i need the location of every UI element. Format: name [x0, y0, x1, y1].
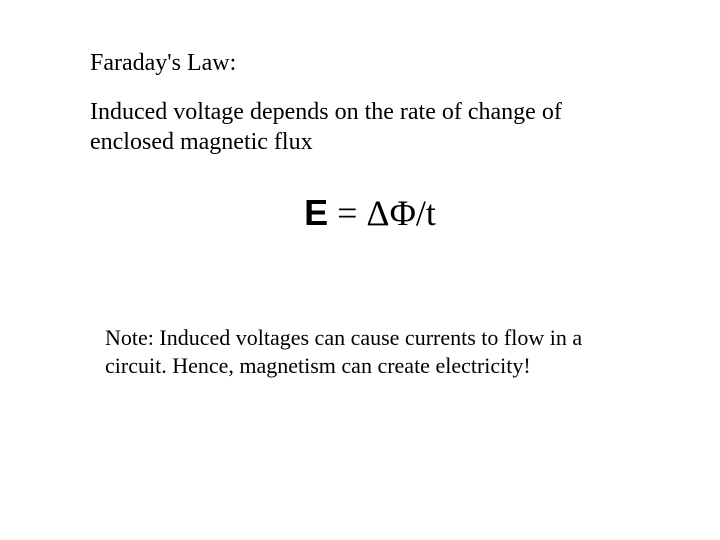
title-text: Faraday's Law:: [90, 50, 650, 77]
note-text: Note: Induced voltages can cause current…: [90, 324, 650, 379]
description-text: Induced voltage depends on the rate of c…: [90, 97, 650, 157]
formula-e-symbol: E: [304, 192, 328, 233]
slide-content: Faraday's Law: Induced voltage depends o…: [0, 0, 720, 379]
formula-rest: = ΔΦ/t: [328, 193, 436, 233]
formula-equation: E = ΔΦ/t: [90, 192, 650, 234]
